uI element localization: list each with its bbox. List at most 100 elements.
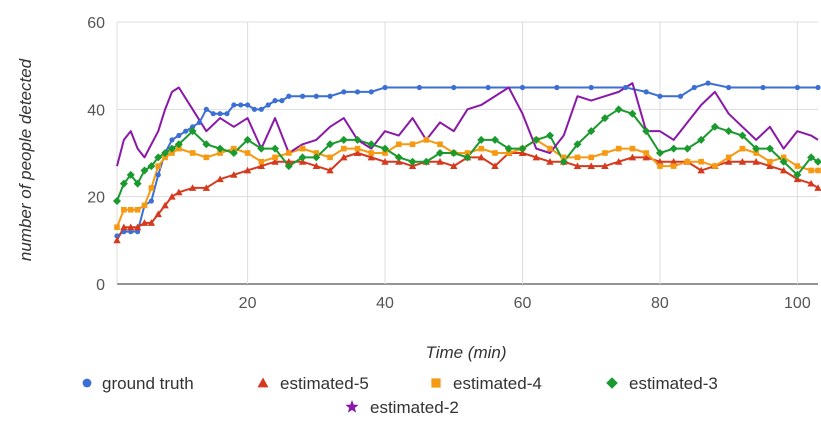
data-point-estimated-4 bbox=[423, 137, 430, 143]
data-point-estimated-4 bbox=[134, 206, 141, 213]
data-point-ground-truth bbox=[451, 84, 457, 91]
data-point-ground-truth bbox=[416, 84, 422, 91]
data-point-estimated-3 bbox=[381, 144, 390, 153]
data-point-estimated-3 bbox=[133, 179, 142, 188]
data-point-estimated-3 bbox=[298, 153, 307, 162]
data-point-estimated-5 bbox=[175, 188, 183, 196]
data-point-ground-truth bbox=[327, 93, 333, 99]
data-point-estimated-4 bbox=[815, 167, 821, 174]
data-point-estimated-4 bbox=[547, 145, 553, 152]
data-point-estimated-5 bbox=[477, 153, 485, 161]
data-point-estimated-4 bbox=[368, 150, 375, 156]
data-point-estimated-4 bbox=[382, 150, 388, 156]
data-point-estimated-4 bbox=[148, 185, 155, 191]
data-point-estimated-3 bbox=[752, 144, 761, 153]
data-point-estimated-3 bbox=[167, 144, 176, 153]
data-point-estimated-5 bbox=[113, 236, 121, 244]
legend-marker-estimated-2 bbox=[345, 400, 359, 413]
data-point-ground-truth bbox=[176, 132, 182, 139]
x-tick-label: 100 bbox=[784, 295, 811, 312]
legend-label: estimated-3 bbox=[629, 374, 718, 393]
data-point-estimated-4 bbox=[231, 145, 237, 152]
data-point-estimated-4 bbox=[395, 141, 402, 148]
data-point-estimated-3 bbox=[587, 127, 596, 136]
data-point-estimated-5 bbox=[601, 162, 609, 170]
data-point-ground-truth bbox=[196, 119, 203, 126]
data-point-estimated-4 bbox=[725, 154, 732, 161]
data-point-estimated-5 bbox=[491, 162, 499, 170]
data-point-estimated-5 bbox=[140, 219, 149, 226]
data-point-ground-truth bbox=[794, 84, 800, 91]
data-point-estimated-5 bbox=[656, 158, 664, 165]
data-point-estimated-4 bbox=[615, 145, 622, 152]
data-point-estimated-5 bbox=[436, 158, 444, 165]
data-point-estimated-3 bbox=[697, 135, 706, 144]
data-point-estimated-5 bbox=[230, 171, 238, 178]
data-point-estimated-5 bbox=[779, 166, 788, 174]
data-point-estimated-3 bbox=[814, 157, 821, 166]
data-point-estimated-3 bbox=[683, 144, 692, 153]
data-point-estimated-3 bbox=[738, 131, 747, 140]
data-point-ground-truth bbox=[121, 229, 127, 235]
data-point-estimated-4 bbox=[505, 150, 512, 156]
data-point-estimated-3 bbox=[243, 135, 252, 144]
data-point-estimated-3 bbox=[449, 149, 458, 157]
data-point-estimated-5 bbox=[161, 201, 169, 209]
data-point-ground-truth bbox=[183, 128, 189, 134]
data-point-estimated-3 bbox=[724, 127, 733, 136]
data-point-estimated-3 bbox=[779, 157, 788, 166]
data-point-estimated-4 bbox=[698, 158, 704, 165]
data-point-ground-truth bbox=[217, 111, 223, 117]
data-point-ground-truth bbox=[299, 93, 306, 99]
data-point-estimated-3 bbox=[463, 153, 472, 162]
data-point-ground-truth bbox=[382, 84, 388, 91]
data-point-ground-truth bbox=[368, 89, 374, 95]
data-point-estimated-4 bbox=[588, 154, 595, 161]
data-point-ground-truth bbox=[691, 84, 697, 91]
data-point-estimated-4 bbox=[602, 150, 608, 156]
data-point-ground-truth bbox=[210, 111, 216, 117]
data-point-estimated-4 bbox=[437, 141, 443, 148]
data-point-estimated-3 bbox=[140, 166, 149, 175]
data-point-estimated-3 bbox=[614, 105, 623, 114]
data-point-estimated-5 bbox=[285, 158, 293, 165]
data-point-estimated-4 bbox=[780, 154, 787, 161]
data-point-estimated-3 bbox=[490, 135, 499, 144]
data-point-estimated-3 bbox=[312, 153, 321, 162]
data-point-estimated-5 bbox=[147, 219, 156, 226]
data-point-ground-truth bbox=[135, 229, 141, 235]
data-point-estimated-3 bbox=[202, 140, 211, 149]
data-point-estimated-5 bbox=[738, 158, 747, 165]
data-point-estimated-4 bbox=[767, 158, 773, 165]
data-point-estimated-5 bbox=[587, 162, 595, 170]
data-point-estimated-4 bbox=[643, 150, 649, 156]
data-point-estimated-3 bbox=[113, 197, 121, 206]
y-tick-label: 20 bbox=[87, 190, 105, 207]
data-point-estimated-4 bbox=[574, 154, 581, 161]
x-tick-labels: 20 40 60 80 100 bbox=[239, 295, 811, 312]
data-point-estimated-3 bbox=[353, 135, 362, 144]
legend-marker-estimated-3 bbox=[606, 377, 618, 389]
data-point-estimated-4 bbox=[176, 145, 182, 152]
data-point-ground-truth bbox=[148, 198, 154, 204]
data-point-estimated-4 bbox=[327, 154, 333, 161]
data-point-estimated-3 bbox=[188, 127, 197, 136]
data-point-estimated-3 bbox=[518, 144, 527, 153]
data-point-estimated-3 bbox=[504, 144, 513, 153]
y-tick-label: 0 bbox=[96, 277, 105, 294]
y-tick-labels: 0 20 40 60 bbox=[87, 15, 105, 294]
x-tick-label: 20 bbox=[239, 295, 257, 312]
data-point-estimated-5 bbox=[127, 223, 135, 231]
data-point-estimated-5 bbox=[807, 179, 815, 187]
data-point-estimated-3 bbox=[284, 162, 293, 171]
data-point-estimated-4 bbox=[169, 150, 175, 156]
data-point-estimated-3 bbox=[119, 179, 128, 188]
data-point-estimated-4 bbox=[808, 167, 814, 174]
data-point-ground-truth bbox=[231, 102, 237, 108]
data-point-ground-truth bbox=[657, 93, 663, 99]
data-point-estimated-3 bbox=[710, 122, 719, 131]
data-point-ground-truth bbox=[677, 93, 684, 99]
data-point-estimated-3 bbox=[436, 149, 445, 157]
data-point-estimated-3 bbox=[257, 144, 266, 153]
